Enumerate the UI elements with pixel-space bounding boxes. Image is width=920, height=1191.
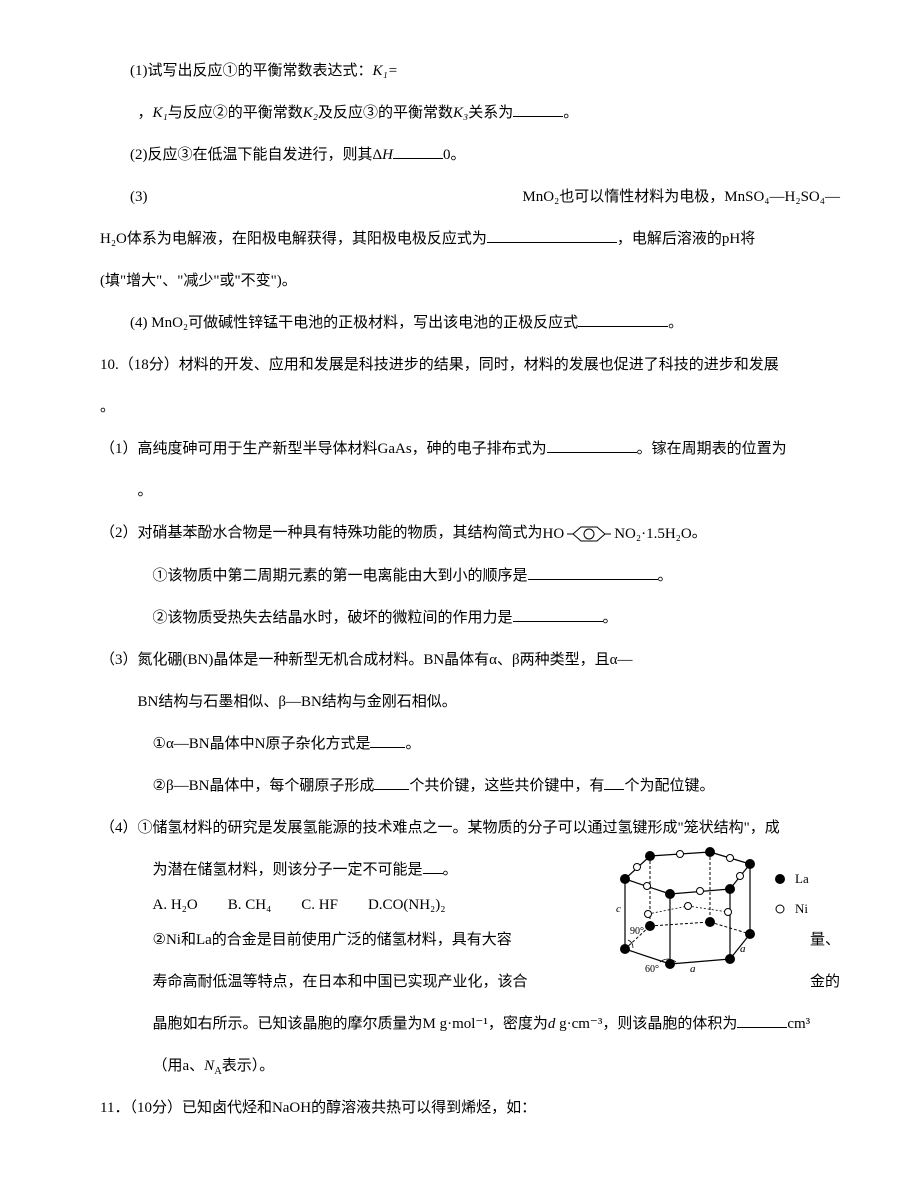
k1: K₁ [153, 105, 168, 121]
period: 。 [138, 483, 153, 499]
text: 及反应③的平衡常数 [318, 105, 453, 121]
q10-part4-sub2-line3: 晶胞如右所示。已知该晶胞的摩尔质量为M g·mol⁻¹，密度为d g·cm⁻³，… [100, 1003, 840, 1045]
angle-60: 60° [645, 964, 659, 974]
blank [604, 775, 624, 790]
blank [547, 438, 637, 453]
legend-la: La [795, 871, 809, 886]
text: 为潜在储氢材料，则该分子一定不可能是 [153, 862, 423, 878]
blank [513, 607, 603, 622]
blank [487, 228, 617, 243]
k1-eq: K₁= [373, 63, 398, 79]
q10-part3-sub2: ②β—BN晶体中，每个硼原子形成 个共价键，这些共价键中，有 个为配位键。 [100, 765, 840, 807]
text: （用a、 [153, 1058, 205, 1074]
period: 。 [603, 610, 618, 626]
blank [393, 144, 443, 159]
text: 表示）。 [222, 1058, 275, 1074]
q10-part2: （2）对硝基苯酚水合物是一种具有特殊功能的物质，其结构简式为 HO NO₂·1.… [100, 512, 840, 555]
q10-intro-period: 。 [100, 386, 840, 428]
text: ①该物质中第二周期元素的第一电离能由大到小的顺序是 [153, 568, 528, 584]
blank [374, 775, 409, 790]
q11: 11．（10分）已知卤代烃和NaOH的醇溶液共热可以得到烯烃，如： [100, 1087, 840, 1129]
text: 晶胞如右所示。已知该晶胞的摩尔质量为M g·mol⁻¹，密度为 [153, 1016, 548, 1032]
q10-part2-sub1: ①该物质中第二周期元素的第一电离能由大到小的顺序是 。 [100, 555, 840, 597]
text: ， [138, 105, 153, 121]
period: 。 [658, 568, 673, 584]
text: g·cm⁻³，则该晶胞的体积为 [555, 1016, 737, 1032]
text: 寿命高耐低温等特点，在日本和中国已实现产业化，该合 [153, 961, 528, 1003]
structural-formula: HO NO₂·1.5H₂O [543, 513, 692, 555]
text: 关系为 [468, 105, 513, 121]
text: ②该物质受热失去结晶水时，破坏的微粒间的作用力是 [153, 610, 513, 626]
text: 。镓在周期表的位置为 [637, 441, 787, 457]
blank [528, 565, 658, 580]
q1-part2: (2)反应③在低温下能自发进行，则其ΔH 0。 [100, 134, 840, 176]
text: ②β—BN晶体中，每个硼原子形成 [153, 778, 375, 794]
blank [370, 733, 405, 748]
text: 10.（18分）材料的开发、应用和发展是科技进步的结果，同时，材料的发展也促进了… [100, 357, 779, 373]
text: cm³ [787, 1016, 810, 1032]
ho: HO [543, 513, 565, 555]
text: （2）对硝基苯酚水合物是一种具有特殊功能的物质，其结构简式为 [100, 525, 543, 541]
text: 0。 [443, 147, 466, 163]
k3: K₃ [453, 105, 468, 121]
q10-part4-sub2-line4: （用a、NA表示）。 [100, 1045, 840, 1087]
q10-part3-sub1: ①α—BN晶体中N原子杂化方式是 。 [100, 723, 840, 765]
axis-a1: a [690, 963, 696, 974]
legend-ni: Ni [795, 901, 808, 916]
text: (2)反应③在低温下能自发进行，则其Δ [130, 147, 382, 163]
crystal-cell-diagram: c a a 90° 60° La Ni [600, 834, 830, 974]
period: 。 [100, 399, 115, 415]
blank [578, 312, 668, 327]
text: 个共价键，这些共价键中，有 [409, 778, 604, 794]
text: ①α—BN晶体中N原子杂化方式是 [153, 736, 371, 752]
text: 与反应②的平衡常数 [168, 105, 303, 121]
text: ②Ni和La的合金是目前使用广泛的储氢材料，具有大容 [153, 919, 512, 961]
text: （1）高纯度砷可用于生产新型半导体材料GaAs，砷的电子排布式为 [100, 441, 547, 457]
period: 。 [668, 315, 683, 331]
h2o: ·1.5H₂O [641, 513, 692, 555]
period: 。 [443, 862, 458, 878]
na: N [204, 1058, 214, 1074]
axis-a2: a [740, 943, 746, 955]
na-sub: A [214, 1066, 222, 1077]
q1-part3-line3: (填"增大"、"减少"或"不变")。 [100, 260, 840, 302]
axis-c: c [616, 903, 621, 915]
q10-part3-line2: BN结构与石墨相似、β—BN结构与金刚石相似。 [100, 681, 840, 723]
text: MnO₂也可以惰性材料为电极，MnSO₄—H₂SO₄— [492, 176, 840, 218]
text: BN结构与石墨相似、β—BN结构与金刚石相似。 [138, 694, 457, 710]
q10-part1: （1）高纯度砷可用于生产新型半导体材料GaAs，砷的电子排布式为 。镓在周期表的位… [100, 428, 840, 470]
q1-part1-line1: (1)试写出反应①的平衡常数表达式：K₁= [100, 50, 840, 92]
period: 。 [405, 736, 420, 752]
blank [513, 102, 563, 117]
text: (3) [100, 176, 148, 218]
q1-part1-line2: ，K₁与反应②的平衡常数K₂及反应③的平衡常数K₃关系为 。 [100, 92, 840, 134]
q10-part2-sub2: ②该物质受热失去结晶水时，破坏的微粒间的作用力是 。 [100, 597, 840, 639]
q10-intro: 10.（18分）材料的开发、应用和发展是科技进步的结果，同时，材料的发展也促进了… [100, 344, 840, 386]
text: (1)试写出反应①的平衡常数表达式： [130, 63, 373, 79]
k2: K₂ [303, 105, 318, 121]
H: H [382, 147, 393, 163]
text: 11．（10分）已知卤代烃和NaOH的醇溶液共热可以得到烯烃，如： [100, 1100, 536, 1116]
q1-part4: (4) MnO₂可做碱性锌锰干电池的正极材料，写出该电池的正极反应式 。 [100, 302, 840, 344]
q10-part1-period: 。 [100, 470, 840, 512]
q1-part3-line1: (3) MnO₂也可以惰性材料为电极，MnSO₄—H₂SO₄— [100, 176, 840, 218]
benzene-ring-icon [567, 524, 611, 544]
period: 。 [563, 105, 578, 121]
q10-part3-line1: （3）氮化硼(BN)晶体是一种新型无机合成材料。BN晶体有α、β两种类型，且α— [100, 639, 840, 681]
no2: NO₂ [614, 513, 641, 555]
q1-part3-line2: H₂O体系为电解液，在阳极电解获得，其阳极电极反应式为 ，电解后溶液的pH将 [100, 218, 840, 260]
blank [423, 859, 443, 874]
period: 。 [692, 525, 707, 541]
text: ，电解后溶液的pH将 [617, 231, 755, 247]
text: (填"增大"、"减少"或"不变")。 [100, 273, 297, 289]
text: 个为配位键。 [624, 778, 714, 794]
text: H₂O体系为电解液，在阳极电解获得，其阳极电极反应式为 [100, 231, 487, 247]
angle-90: 90° [630, 926, 644, 937]
blank [737, 1013, 787, 1028]
text: （3）氮化硼(BN)晶体是一种新型无机合成材料。BN晶体有α、β两种类型，且α— [100, 652, 633, 668]
options: A. H₂O B. CH₄ C. HF D.CO(NH₂)₂ [153, 897, 446, 913]
text: (4) MnO₂可做碱性锌锰干电池的正极材料，写出该电池的正极反应式 [130, 315, 578, 331]
